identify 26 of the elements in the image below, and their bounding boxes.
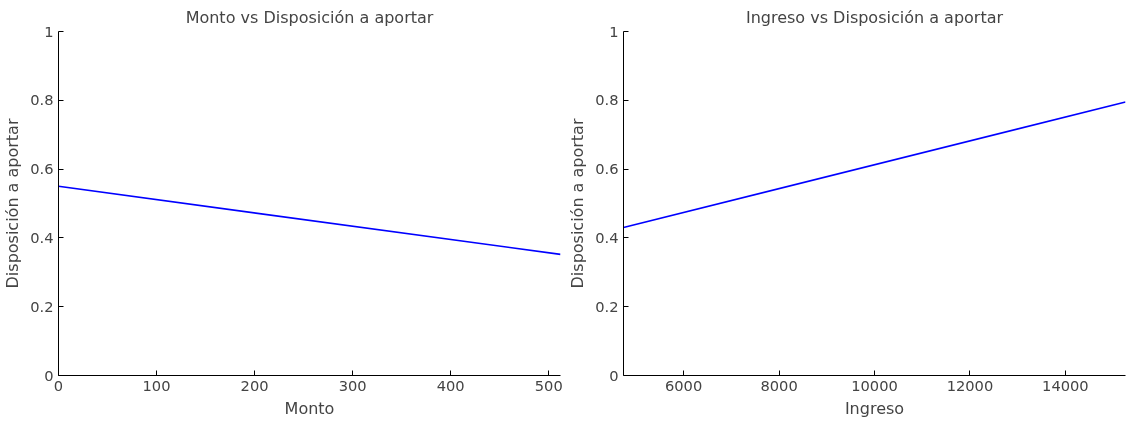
y-tick-label: 1 — [44, 22, 54, 40]
x-axis-title: Ingreso — [844, 398, 905, 418]
chart-title: Ingreso vs Disposición a aportar — [745, 7, 1004, 27]
x-tick-label: 300 — [338, 376, 367, 394]
y-axis-title: Disposición a aportar — [568, 118, 588, 289]
x-tick-label: 8000 — [760, 376, 798, 394]
y-tick-label: 0.8 — [30, 91, 54, 109]
x-tick-label: 14000 — [1042, 376, 1089, 394]
y-tick-label: 0.6 — [595, 160, 619, 178]
x-tick-label: 500 — [534, 376, 563, 394]
x-tick-label: 400 — [436, 376, 465, 394]
x-tick-label: 6000 — [664, 376, 703, 394]
y-tick-label: 0.4 — [595, 228, 619, 246]
x-tick-label: 10000 — [851, 376, 898, 394]
x-axis-title: Monto — [284, 398, 335, 418]
y-axis-title: Disposición a aportar — [3, 118, 23, 289]
y-tick-label: 0.4 — [30, 228, 54, 246]
x-tick-label: 12000 — [946, 376, 994, 394]
x-tick-label: 200 — [240, 376, 269, 394]
y-tick-label: 0.8 — [595, 91, 619, 109]
x-tick-label: 100 — [142, 376, 171, 394]
y-tick-label: 0.2 — [595, 297, 619, 315]
chart-title: Monto vs Disposición a aportar — [185, 7, 434, 27]
y-tick-label: 1 — [609, 22, 619, 40]
y-tick-label: 0.2 — [30, 297, 54, 315]
y-tick-label: 0.6 — [30, 160, 54, 178]
